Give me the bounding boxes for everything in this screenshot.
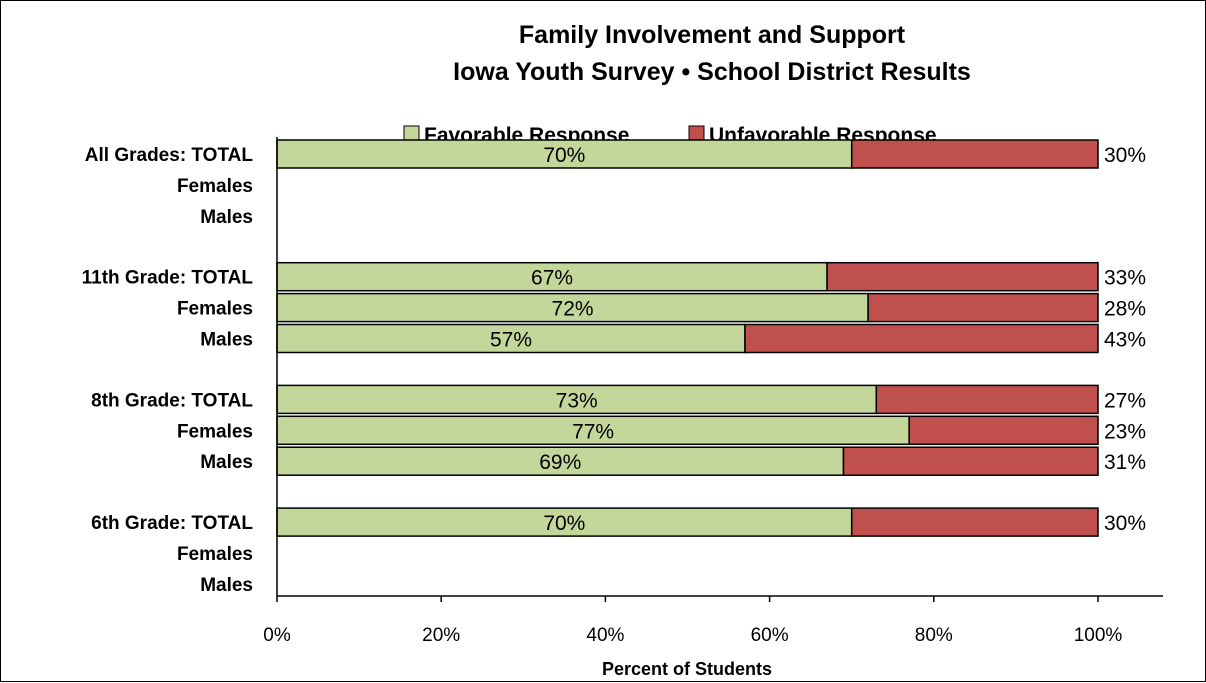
x-tick-label: 20% (422, 625, 460, 646)
category-label: Males (200, 207, 253, 228)
category-label: 11th Grade: TOTAL (82, 268, 254, 289)
x-tick-label: 100% (1074, 625, 1123, 646)
category-label: Males (200, 330, 253, 351)
data-label-unfavorable: 28% (1104, 298, 1146, 321)
bar-unfavorable (850, 507, 1099, 537)
bar-unfavorable (875, 384, 1099, 415)
data-label-unfavorable: 27% (1104, 389, 1146, 412)
legend-swatch-unfavorable (688, 125, 705, 142)
bar-unfavorable (744, 323, 1099, 354)
data-label-favorable: 57% (490, 329, 532, 352)
data-label-favorable: 67% (531, 267, 573, 290)
bar-unfavorable (826, 261, 1099, 292)
category-label: Females (177, 421, 253, 442)
category-label: Females (177, 544, 253, 565)
x-axis: 0% 20% 40% 60% 80% 100% (263, 137, 1163, 646)
data-label-favorable: 77% (572, 420, 614, 443)
data-label-favorable: 70% (543, 512, 585, 535)
bar-unfavorable (842, 446, 1099, 476)
category-label: Females (177, 299, 253, 320)
data-label-favorable: 69% (539, 451, 581, 474)
data-label-unfavorable: 30% (1104, 144, 1146, 167)
bar-favorable (276, 415, 910, 446)
category-label: 8th Grade: TOTAL (91, 390, 253, 411)
category-label: All Grades: TOTAL (85, 145, 254, 166)
legend-swatch-favorable (403, 125, 420, 142)
category-labels: All Grades: TOTAL Females Males 11th Grade:… (82, 145, 254, 596)
bar-favorable (276, 261, 828, 292)
category-label: 6th Grade: TOTAL (91, 513, 253, 534)
chart-title: Family Involvement and Support (519, 21, 906, 49)
data-label-unfavorable: 43% (1104, 329, 1146, 352)
bar-favorable (276, 323, 746, 354)
x-axis-title: Percent of Students (602, 659, 772, 679)
bars: 70% 30% 67% 33% 72% 28% 57% 43% 73% 27% 77% 23% 69% 3… (276, 139, 1146, 537)
data-label-unfavorable: 30% (1104, 512, 1146, 535)
x-tick-label: 40% (586, 625, 624, 646)
bar-unfavorable (908, 415, 1099, 446)
x-tick-label: 0% (263, 625, 291, 646)
category-label: Males (200, 575, 253, 596)
x-tick-label: 60% (751, 625, 789, 646)
data-label-unfavorable: 23% (1104, 420, 1146, 443)
category-label: Females (177, 176, 253, 197)
category-label: Males (200, 452, 253, 473)
data-label-unfavorable: 31% (1104, 451, 1146, 474)
data-label-favorable: 72% (552, 298, 594, 321)
bar-unfavorable (867, 292, 1099, 323)
bar-unfavorable (850, 139, 1099, 169)
data-label-unfavorable: 33% (1104, 267, 1146, 290)
x-tick-label: 80% (915, 625, 953, 646)
data-label-favorable: 73% (556, 389, 598, 412)
data-label-favorable: 70% (543, 144, 585, 167)
chart-subtitle: Iowa Youth Survey • School District Resu… (453, 58, 971, 86)
